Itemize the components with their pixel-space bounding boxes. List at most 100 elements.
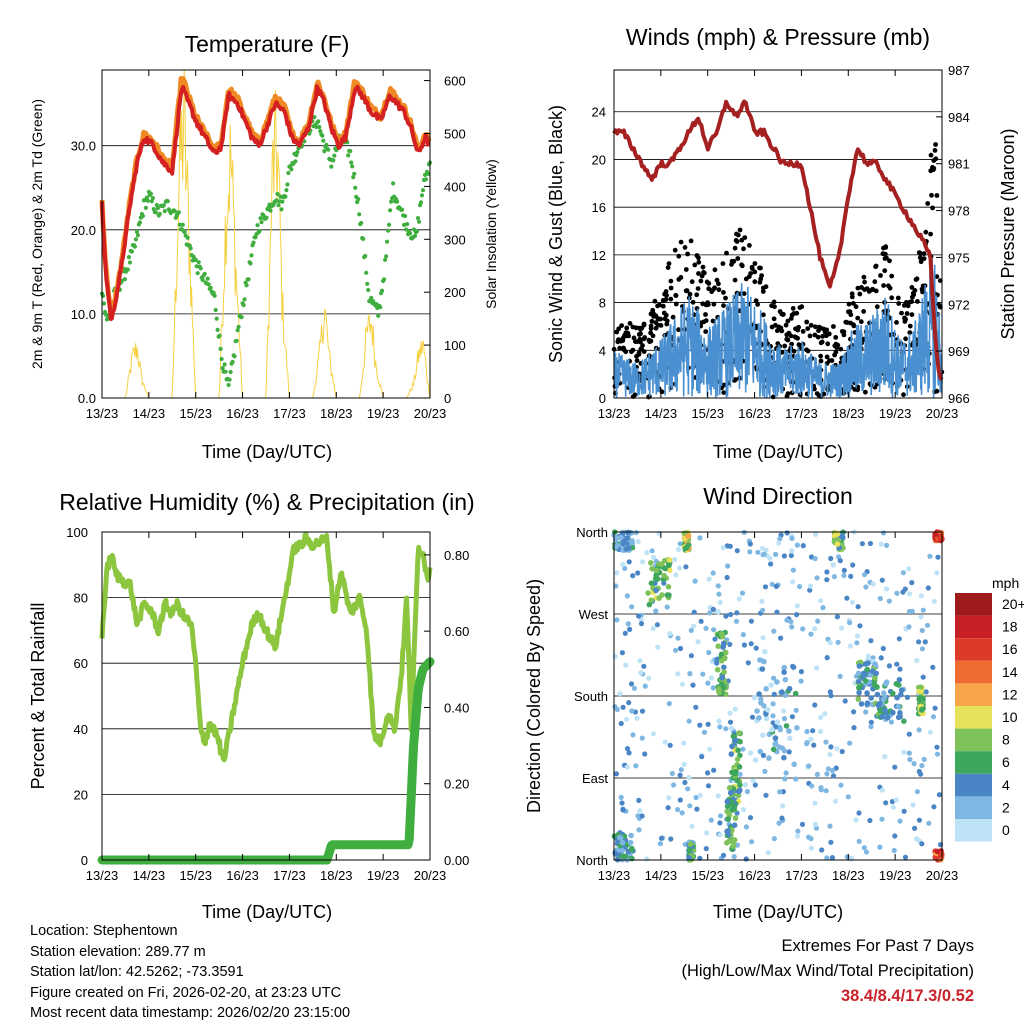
direction-point xyxy=(780,803,786,809)
colorbar-label: 0 xyxy=(1002,822,1010,838)
dewpoint-point xyxy=(176,210,181,215)
dewpoint-point xyxy=(385,239,390,244)
direction-point xyxy=(886,663,893,669)
direction-point xyxy=(789,548,795,554)
direction-point xyxy=(694,806,700,812)
direction-point xyxy=(613,544,619,550)
direction-point xyxy=(911,761,917,767)
direction-point xyxy=(667,742,673,748)
direction-point xyxy=(790,579,796,585)
temperature-xtick-label: 19/23 xyxy=(367,406,400,421)
gust-point xyxy=(932,148,938,153)
direction-point xyxy=(827,640,833,646)
direction-point xyxy=(902,586,908,592)
gust-point xyxy=(624,325,630,331)
direction-point xyxy=(784,617,790,623)
direction-point xyxy=(878,541,884,547)
precipitation-line xyxy=(97,657,435,865)
dewpoint-point xyxy=(135,233,140,238)
gust-point xyxy=(688,238,694,244)
gust-point xyxy=(665,265,671,270)
direction-point xyxy=(614,570,620,576)
gust-point xyxy=(640,343,645,348)
direction-point xyxy=(779,689,785,695)
dewpoint-point xyxy=(280,199,285,204)
direction-point xyxy=(760,732,766,738)
dewpoint-point xyxy=(215,327,220,332)
direction-point xyxy=(681,740,687,746)
gust-point xyxy=(874,304,880,310)
direction-point xyxy=(637,658,643,664)
direction-point xyxy=(916,727,922,733)
direction-point xyxy=(749,714,756,720)
direction-point xyxy=(673,647,679,653)
gust-point xyxy=(818,353,823,359)
direction-point xyxy=(890,709,896,716)
dewpoint-point xyxy=(366,287,371,293)
gust-point xyxy=(672,247,678,253)
gust-point xyxy=(716,281,721,287)
direction-point xyxy=(655,644,661,650)
direction-point xyxy=(612,850,618,857)
temperature-y2tick-label: 0 xyxy=(444,391,451,406)
direction-point xyxy=(723,613,729,619)
direction-point xyxy=(705,770,711,776)
direction-point xyxy=(619,847,625,854)
direction-point xyxy=(898,687,905,693)
direction-point xyxy=(728,751,735,757)
dewpoint-point xyxy=(391,181,396,186)
dewpoint-point xyxy=(361,236,366,241)
direction-point xyxy=(830,773,837,779)
dewpoint-point xyxy=(235,328,240,333)
direction-point xyxy=(734,610,740,616)
direction-point xyxy=(691,623,697,629)
direction-point xyxy=(638,621,645,627)
direction-panel: Wind Direction NorthEastSouthWestNorth13… xyxy=(524,483,1024,922)
station-pressure-line xyxy=(612,99,944,382)
direction-point xyxy=(648,560,654,566)
direction-point xyxy=(872,675,878,681)
direction-point xyxy=(800,626,806,632)
direction-point xyxy=(763,715,770,722)
dewpoint-point xyxy=(212,293,217,298)
winds-xtick-label: 17/23 xyxy=(785,406,818,421)
direction-point xyxy=(619,800,625,806)
direction-point xyxy=(727,719,734,725)
gust-point xyxy=(824,354,830,360)
dewpoint-point xyxy=(369,295,374,300)
dewpoint-point xyxy=(359,220,364,226)
direction-point xyxy=(789,624,795,630)
gust-point xyxy=(781,311,786,317)
direction-point xyxy=(931,598,938,604)
direction-point xyxy=(815,618,821,624)
direction-point xyxy=(727,710,733,716)
gust-point xyxy=(800,329,806,334)
direction-point xyxy=(620,561,626,568)
humidity-xlabel: Time (Day/UTC) xyxy=(202,902,332,922)
direction-point xyxy=(633,530,640,536)
direction-point xyxy=(727,543,733,549)
direction-point xyxy=(865,660,871,666)
dewpoint-point xyxy=(125,267,130,272)
dewpoint-point xyxy=(268,208,273,213)
direction-point xyxy=(777,536,783,542)
direction-point xyxy=(705,783,712,789)
gust-point xyxy=(690,299,696,305)
gust-point xyxy=(622,332,627,338)
dewpoint-point xyxy=(316,119,321,124)
gust-point xyxy=(619,323,624,328)
dewpoint-point xyxy=(257,228,262,234)
direction-point xyxy=(715,643,721,649)
dewpoint-point xyxy=(126,255,131,260)
dewpoint-point xyxy=(279,207,284,212)
direction-point xyxy=(723,649,729,656)
direction-point xyxy=(792,690,799,697)
direction-point xyxy=(834,746,840,752)
direction-point xyxy=(889,799,896,805)
direction-point xyxy=(774,679,780,685)
winds-xtick-label: 18/23 xyxy=(832,406,865,421)
colorbar-label: 6 xyxy=(1002,754,1010,770)
gust-point xyxy=(849,291,855,297)
direction-point xyxy=(904,694,911,701)
winds-frame xyxy=(613,69,943,399)
